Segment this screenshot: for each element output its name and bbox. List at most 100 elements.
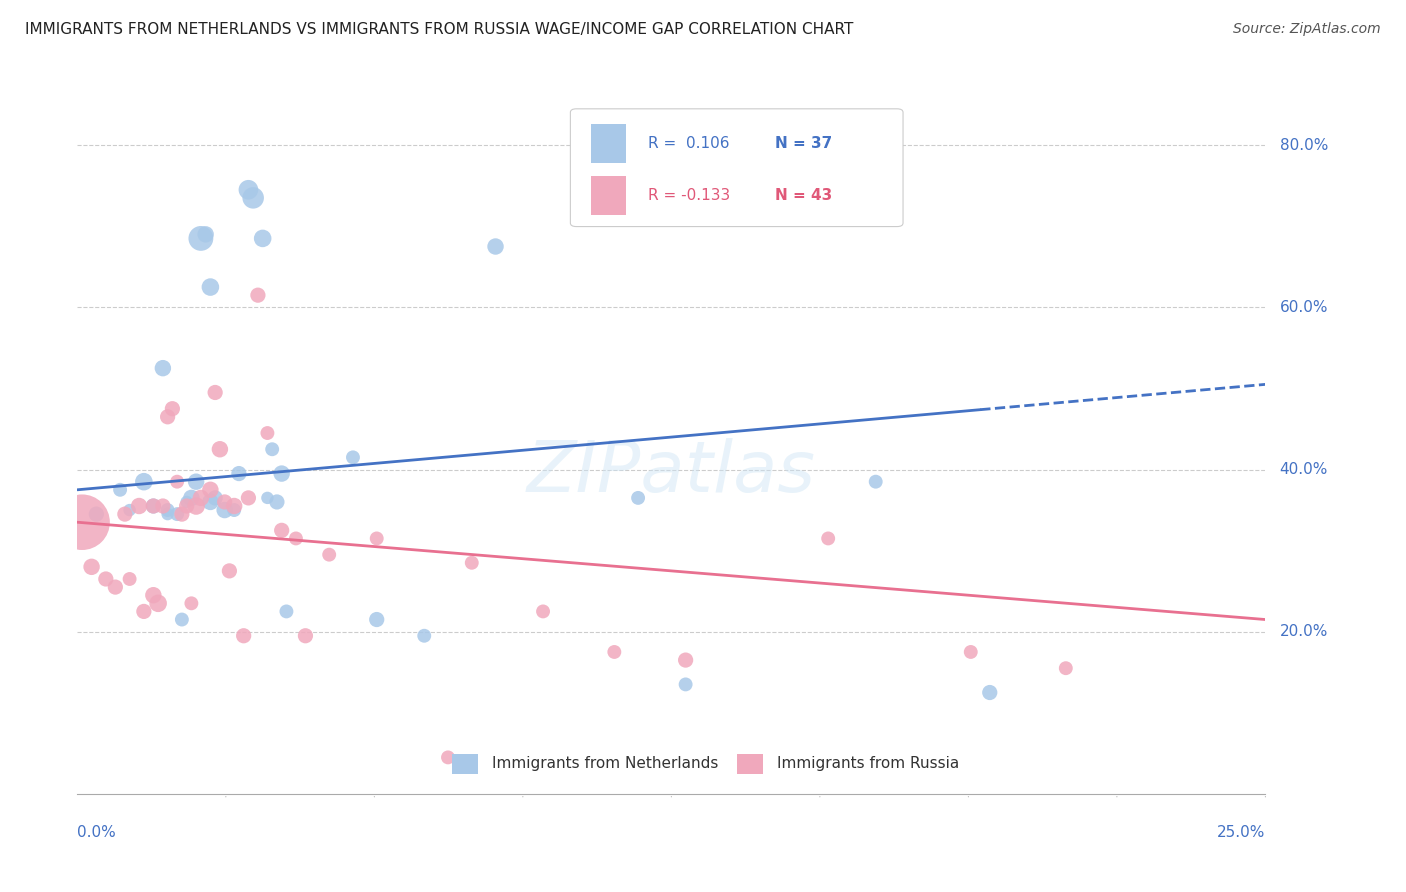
Point bbox=[204, 385, 226, 400]
Point bbox=[262, 442, 284, 457]
Point bbox=[204, 491, 226, 505]
Point bbox=[603, 645, 626, 659]
Point bbox=[200, 280, 222, 294]
Point bbox=[70, 515, 93, 529]
Point bbox=[190, 491, 212, 505]
FancyBboxPatch shape bbox=[737, 754, 763, 774]
Point bbox=[118, 572, 141, 586]
Point bbox=[180, 596, 202, 610]
FancyBboxPatch shape bbox=[571, 109, 903, 227]
Point bbox=[128, 499, 150, 513]
Point bbox=[238, 491, 260, 505]
Point bbox=[176, 499, 198, 513]
Point bbox=[366, 532, 388, 546]
Point bbox=[979, 685, 1001, 699]
Point bbox=[461, 556, 484, 570]
Point bbox=[186, 499, 208, 513]
Point bbox=[238, 183, 260, 197]
Point bbox=[256, 425, 278, 440]
Point bbox=[156, 409, 179, 424]
Point bbox=[186, 475, 208, 489]
Text: N = 43: N = 43 bbox=[775, 188, 832, 202]
Point bbox=[142, 499, 165, 513]
Point bbox=[270, 524, 292, 538]
Point bbox=[413, 629, 436, 643]
Point bbox=[214, 495, 236, 509]
Point bbox=[675, 677, 697, 691]
Point bbox=[86, 507, 108, 521]
Y-axis label: Wage/Income Gap: Wage/Income Gap bbox=[0, 367, 7, 508]
FancyBboxPatch shape bbox=[591, 176, 626, 215]
Point bbox=[156, 507, 179, 521]
Point bbox=[194, 227, 217, 242]
Text: 60.0%: 60.0% bbox=[1279, 300, 1329, 315]
Point bbox=[366, 613, 388, 627]
Text: R =  0.106: R = 0.106 bbox=[648, 136, 730, 151]
Point bbox=[166, 475, 188, 489]
Point bbox=[156, 503, 179, 517]
Point bbox=[252, 231, 274, 245]
Point bbox=[142, 588, 165, 602]
Point bbox=[270, 467, 292, 481]
Point bbox=[437, 750, 460, 764]
Point bbox=[208, 442, 231, 457]
Point bbox=[166, 507, 188, 521]
Text: N = 37: N = 37 bbox=[775, 136, 832, 151]
Point bbox=[284, 532, 307, 546]
Text: 80.0%: 80.0% bbox=[1279, 137, 1329, 153]
Point bbox=[214, 503, 236, 517]
Point bbox=[1054, 661, 1077, 675]
FancyBboxPatch shape bbox=[591, 124, 626, 163]
Text: 0.0%: 0.0% bbox=[77, 825, 117, 840]
Point bbox=[104, 580, 127, 594]
Point bbox=[817, 532, 839, 546]
Point bbox=[108, 483, 131, 497]
Point bbox=[224, 499, 246, 513]
Point bbox=[531, 604, 554, 618]
Text: 20.0%: 20.0% bbox=[1279, 624, 1329, 640]
Text: Source: ZipAtlas.com: Source: ZipAtlas.com bbox=[1233, 22, 1381, 37]
Point bbox=[232, 629, 254, 643]
Point bbox=[190, 231, 212, 245]
Point bbox=[342, 450, 364, 465]
Point bbox=[266, 495, 288, 509]
Point bbox=[152, 361, 174, 376]
Text: ZIPatlas: ZIPatlas bbox=[527, 438, 815, 508]
Point bbox=[94, 572, 117, 586]
Point bbox=[162, 401, 184, 416]
Point bbox=[318, 548, 340, 562]
FancyBboxPatch shape bbox=[451, 754, 478, 774]
Point bbox=[224, 503, 246, 517]
Point bbox=[132, 475, 155, 489]
Point bbox=[200, 495, 222, 509]
Point bbox=[176, 495, 198, 509]
Point bbox=[675, 653, 697, 667]
Point bbox=[627, 491, 650, 505]
Point bbox=[959, 645, 981, 659]
Point bbox=[276, 604, 298, 618]
Point bbox=[218, 564, 240, 578]
Point bbox=[146, 596, 169, 610]
Point bbox=[132, 604, 155, 618]
Point bbox=[256, 491, 278, 505]
Text: 40.0%: 40.0% bbox=[1279, 462, 1329, 477]
Text: R = -0.133: R = -0.133 bbox=[648, 188, 730, 202]
Point bbox=[242, 191, 264, 205]
Text: 25.0%: 25.0% bbox=[1218, 825, 1265, 840]
Point bbox=[865, 475, 887, 489]
Point bbox=[228, 467, 250, 481]
Text: Immigrants from Russia: Immigrants from Russia bbox=[778, 756, 959, 772]
Point bbox=[200, 483, 222, 497]
Text: Immigrants from Netherlands: Immigrants from Netherlands bbox=[492, 756, 718, 772]
Point bbox=[142, 499, 165, 513]
Point bbox=[294, 629, 316, 643]
Point bbox=[80, 559, 103, 574]
Point bbox=[170, 507, 193, 521]
Point bbox=[118, 503, 141, 517]
Point bbox=[170, 613, 193, 627]
Point bbox=[114, 507, 136, 521]
Point bbox=[152, 499, 174, 513]
Point bbox=[484, 239, 506, 253]
Text: IMMIGRANTS FROM NETHERLANDS VS IMMIGRANTS FROM RUSSIA WAGE/INCOME GAP CORRELATIO: IMMIGRANTS FROM NETHERLANDS VS IMMIGRANT… bbox=[25, 22, 853, 37]
Point bbox=[180, 491, 202, 505]
